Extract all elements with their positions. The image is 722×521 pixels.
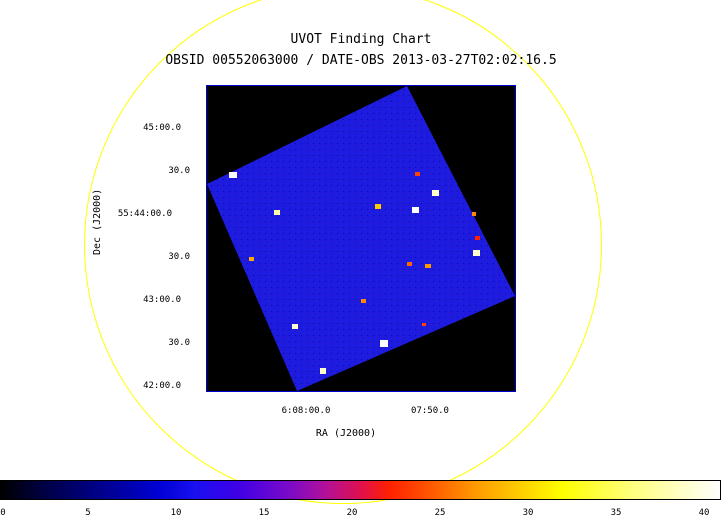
- colorbar-tick-label: 35: [610, 508, 622, 518]
- source: [249, 257, 254, 261]
- chart-subtitle: OBSID 00552063000 / DATE-OBS 2013-03-27T…: [165, 53, 557, 68]
- dec-tick-label: 30.0: [168, 252, 190, 262]
- chart-title: UVOT Finding Chart: [290, 32, 432, 47]
- colorbar-tick-label: 30: [522, 508, 534, 518]
- colorbar-tick-label: 25: [434, 508, 446, 518]
- sky-image: [207, 86, 515, 391]
- dec-tick-label: 55:44:00.0: [117, 209, 172, 219]
- source: [274, 210, 280, 215]
- source: [415, 172, 420, 176]
- colorbar-tick-label: 5: [85, 508, 91, 518]
- source: [412, 207, 419, 213]
- source: [473, 250, 480, 256]
- exposure-footprint: [207, 86, 515, 391]
- source: [407, 262, 412, 266]
- colorbar-tick-label: 20: [346, 508, 358, 518]
- source: [422, 323, 426, 326]
- source: [432, 190, 439, 196]
- dec-axis-label: Dec (J2000): [92, 188, 103, 255]
- source: [361, 299, 366, 303]
- colorbar: [0, 480, 721, 500]
- source: [472, 212, 476, 216]
- ra-tick-label: 6:08:00.0: [281, 406, 331, 416]
- dec-tick-label: 30.0: [168, 166, 190, 176]
- colorbar-tick-label: 15: [258, 508, 270, 518]
- source: [320, 368, 326, 374]
- field-of-view-circle: [84, 0, 602, 504]
- source: [380, 340, 388, 347]
- colorbar-tick-label: 10: [170, 508, 182, 518]
- ra-tick-label: 07:50.0: [411, 406, 449, 416]
- dec-tick-label: 45:00.0: [143, 123, 181, 133]
- source: [375, 204, 381, 209]
- dec-tick-label: 43:00.0: [143, 295, 181, 305]
- dec-tick-label: 30.0: [168, 338, 190, 348]
- ra-axis-label: RA (J2000): [315, 428, 377, 439]
- colorbar-tick-label: 40: [698, 508, 710, 518]
- source: [292, 324, 298, 329]
- colorbar-tick-label: 0: [0, 508, 6, 518]
- image-frame[interactable]: [206, 85, 516, 392]
- sources: [229, 172, 480, 374]
- source: [229, 172, 237, 178]
- dec-tick-label: 42:00.0: [143, 381, 181, 391]
- source: [425, 264, 431, 268]
- source: [475, 236, 480, 240]
